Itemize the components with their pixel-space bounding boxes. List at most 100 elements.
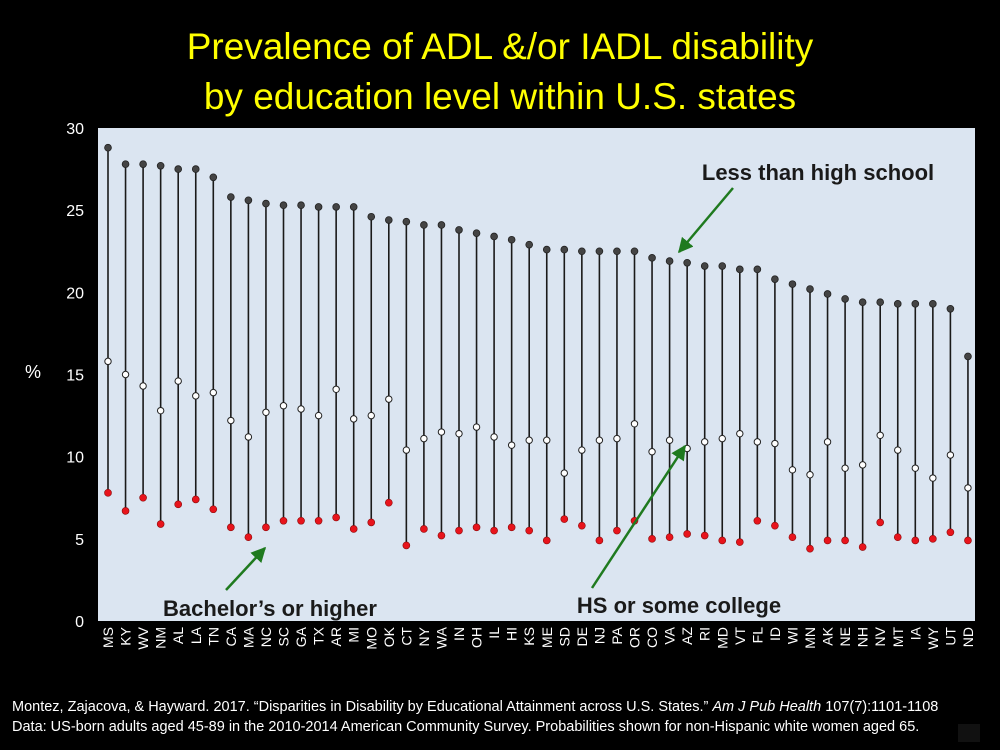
point-hs-some-college-ak: [823, 438, 832, 446]
point-hs-some-college-nm: [156, 406, 165, 415]
x-tick-label: IA: [907, 626, 923, 640]
point-hs-some-college-nj: [595, 436, 604, 444]
point-less-than-hs-il: [490, 232, 498, 241]
point-bachelors-mn: [806, 544, 814, 553]
point-less-than-hs-wy: [929, 300, 937, 308]
point-bachelors-ar: [332, 513, 340, 522]
x-tick-label: VA: [662, 626, 678, 644]
point-hs-some-college-in: [455, 429, 463, 438]
point-bachelors-vt: [735, 538, 744, 546]
point-bachelors-wa: [437, 531, 446, 540]
point-less-than-hs-ky: [121, 160, 130, 168]
point-less-than-hs-ok: [384, 216, 393, 224]
x-tick-label: ID: [767, 627, 783, 641]
x-tick-label: DE: [574, 627, 590, 646]
point-less-than-hs-id: [771, 275, 779, 283]
arrow-hs-some-college: [590, 444, 687, 589]
point-bachelors-ca: [227, 523, 235, 532]
point-bachelors-me: [542, 536, 551, 545]
point-bachelors-sc: [279, 516, 288, 525]
point-hs-some-college-hi: [507, 441, 516, 449]
x-tick-label: OK: [381, 626, 397, 647]
point-bachelors-la: [191, 495, 200, 504]
x-tick-label: LA: [188, 626, 204, 644]
chart-title-line2: by education level within U.S. states: [203, 76, 797, 117]
point-hs-some-college-pa: [613, 434, 621, 443]
point-bachelors-il: [490, 526, 498, 535]
point-less-than-hs-wi: [788, 280, 797, 288]
point-bachelors-ri: [700, 531, 709, 540]
point-hs-some-college-or: [630, 420, 639, 428]
point-hs-some-college-fl: [753, 438, 762, 446]
point-less-than-hs-mo: [367, 212, 376, 221]
x-tick-label: NC: [258, 627, 274, 647]
y-tick-label: 20: [66, 285, 84, 302]
point-hs-some-college-ma: [244, 433, 253, 441]
point-hs-some-college-md: [718, 434, 726, 443]
x-tick-label: SD: [556, 627, 572, 646]
x-tick-label: WA: [433, 626, 449, 649]
point-bachelors-md: [718, 536, 727, 545]
point-less-than-hs-ny: [420, 221, 428, 229]
x-tick-label: IN: [451, 627, 467, 641]
point-bachelors-fl: [753, 516, 762, 525]
x-tick-label: MO: [363, 627, 379, 650]
point-bachelors-ne: [841, 536, 849, 545]
point-bachelors-tn: [209, 505, 218, 514]
point-hs-some-college-sc: [279, 402, 288, 410]
point-less-than-hs-mn: [806, 285, 814, 293]
x-tick-label: NY: [416, 626, 432, 646]
point-bachelors-mo: [367, 518, 376, 527]
point-less-than-hs-ct: [402, 217, 411, 226]
point-less-than-hs-ms: [104, 143, 112, 152]
x-tick-label: AZ: [679, 627, 695, 645]
x-tick-label: CA: [223, 626, 239, 646]
point-less-than-hs-or: [630, 247, 639, 256]
point-hs-some-college-tn: [209, 388, 218, 397]
point-hs-some-college-ga: [297, 405, 305, 413]
point-hs-some-college-al: [174, 377, 182, 385]
chart-title-line1: Prevalence of ADL &/or IADL disability: [186, 26, 814, 67]
point-bachelors-ok: [384, 498, 393, 507]
x-tick-label: OR: [627, 627, 643, 648]
x-tick-label: NV: [872, 626, 888, 646]
annotation-less-than-hs: Less than high school: [702, 160, 934, 185]
point-less-than-hs-fl: [753, 265, 762, 274]
point-bachelors-ny: [420, 525, 428, 533]
point-bachelors-wv: [139, 493, 147, 502]
x-tick-label: UT: [942, 627, 958, 646]
point-bachelors-nc: [262, 523, 270, 532]
y-axis-label: %: [25, 362, 41, 382]
point-hs-some-college-mn: [806, 471, 814, 479]
point-hs-some-college-ky: [121, 370, 130, 379]
point-less-than-hs-nh: [858, 298, 867, 306]
point-hs-some-college-ny: [420, 434, 428, 443]
x-tick-label: NM: [153, 627, 169, 649]
x-tick-label: CO: [644, 627, 660, 648]
point-hs-some-college-mi: [350, 415, 358, 423]
point-bachelors-pa: [613, 526, 621, 535]
x-tick-label: MT: [890, 627, 906, 648]
point-bachelors-hi: [507, 523, 516, 532]
x-tick-label: MA: [240, 626, 256, 648]
point-hs-some-college-ca: [227, 416, 235, 425]
x-tick-label: TN: [205, 627, 221, 646]
point-less-than-hs-sc: [279, 201, 288, 210]
point-bachelors-oh: [472, 523, 481, 532]
point-hs-some-college-la: [192, 392, 200, 400]
point-less-than-hs-ga: [297, 201, 305, 210]
point-bachelors-wy: [929, 535, 937, 543]
point-hs-some-college-ok: [385, 395, 393, 403]
x-tick-label: MS: [100, 627, 116, 648]
point-less-than-hs-mt: [893, 300, 902, 308]
x-tick-label: MD: [714, 627, 730, 649]
chart-title: Prevalence of ADL &/or IADL disability b…: [0, 22, 1000, 122]
annotation-bachelors: Bachelor’s or higher: [163, 596, 377, 621]
y-tick-label: 10: [66, 450, 84, 467]
x-tick-label: AL: [170, 627, 186, 644]
x-tick-label: ME: [539, 627, 555, 648]
x-tick-label: AK: [820, 626, 836, 645]
point-bachelors-va: [665, 533, 674, 541]
point-less-than-hs-al: [174, 165, 183, 173]
x-tick-label: RI: [697, 627, 713, 641]
